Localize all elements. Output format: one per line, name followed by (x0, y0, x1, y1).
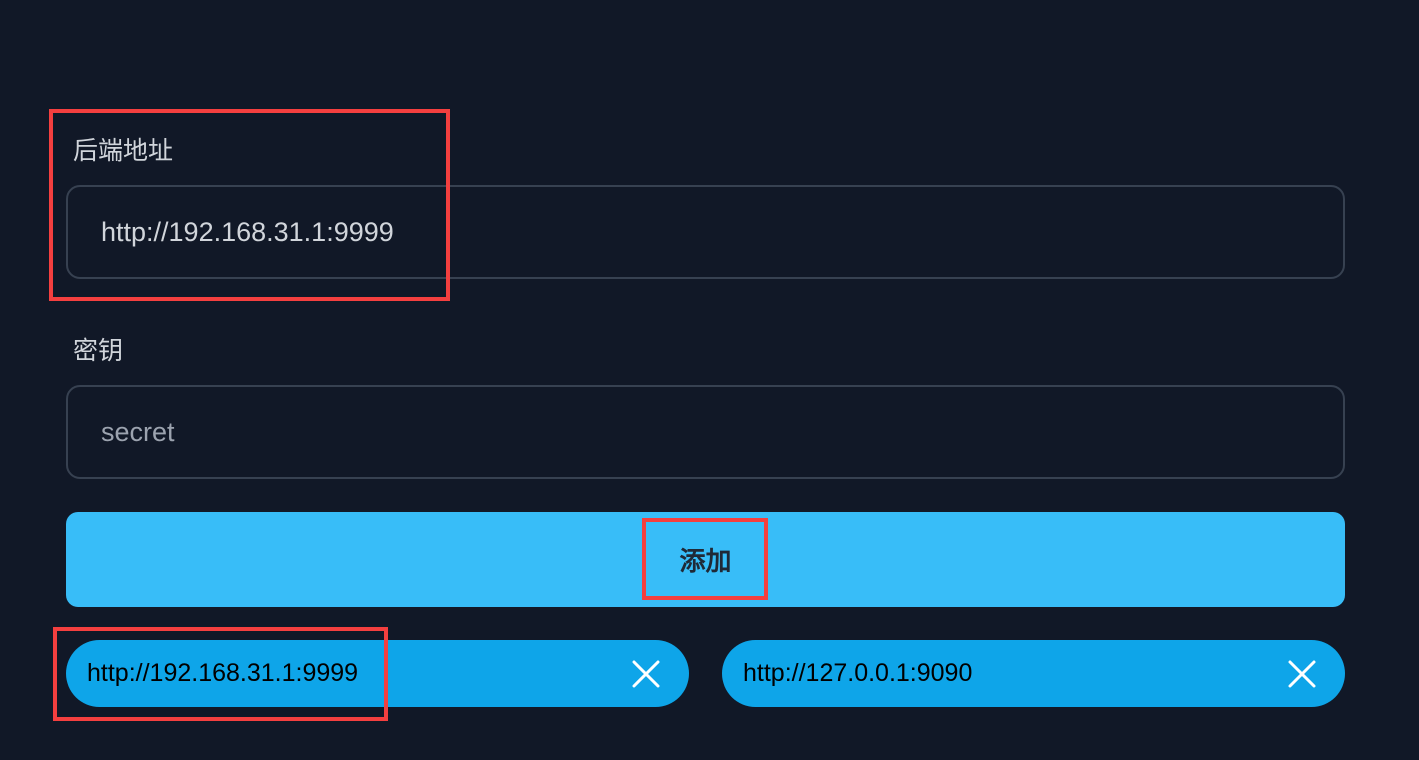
backend-address-input[interactable] (66, 185, 1345, 279)
backend-chip-url: http://127.0.0.1:9090 (743, 659, 973, 687)
backend-chip-url: http://192.168.31.1:9999 (87, 659, 359, 687)
backend-chip[interactable]: http://127.0.0.1:9090 (722, 640, 1345, 707)
secret-label: 密钥 (73, 336, 124, 365)
close-icon[interactable] (1287, 659, 1317, 689)
backend-address-label: 后端地址 (73, 136, 174, 165)
backend-chip[interactable]: http://192.168.31.1:9999 (66, 640, 689, 707)
close-icon[interactable] (631, 659, 661, 689)
secret-input[interactable] (66, 385, 1345, 479)
add-button[interactable]: 添加 (66, 512, 1345, 607)
